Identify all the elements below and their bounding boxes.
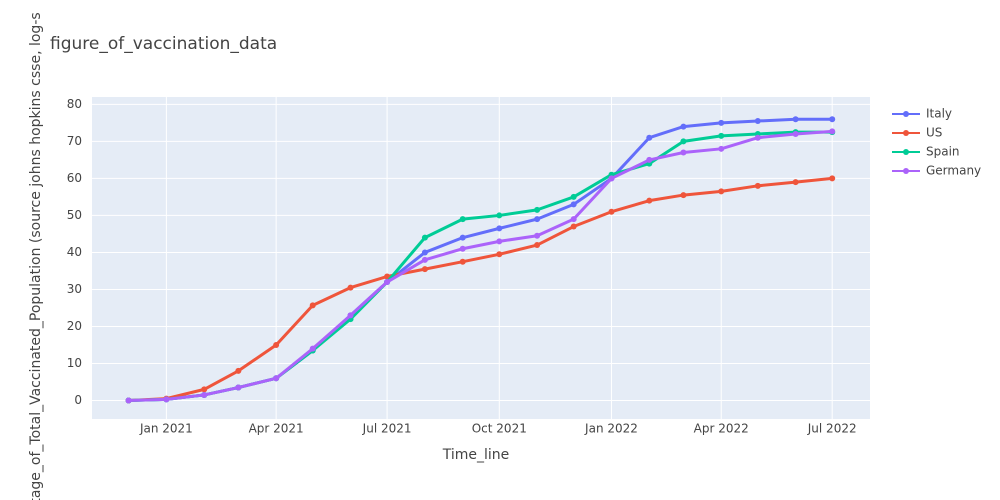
data-point [829,116,836,123]
data-point [163,396,170,403]
data-point [754,182,761,189]
legend-label: US [926,126,942,140]
y-tick-label: 60 [67,171,82,185]
series-line [128,176,833,402]
data-point [534,216,541,223]
legend-label: Spain [926,145,960,159]
data-point [680,149,687,156]
x-axis-label: Time_line [442,447,510,463]
data-point [496,251,503,258]
data-point [309,302,316,309]
data-point [680,138,687,145]
x-tick-label: Oct 2021 [472,422,527,436]
data-point [496,225,503,232]
x-tick-label: Jul 2022 [807,422,857,436]
data-point [459,258,466,265]
data-point [646,156,653,163]
x-tick-label: Apr 2022 [694,422,749,436]
series-line [128,129,833,402]
data-point [754,134,761,141]
data-point [459,234,466,241]
data-point [718,132,725,139]
data-point [792,131,799,138]
legend-swatch [903,149,909,155]
chart-title: figure_of_vaccination_data [50,34,277,54]
data-point [273,375,280,382]
data-point [680,123,687,130]
data-point [680,192,687,199]
data-point [496,238,503,245]
data-point [459,216,466,223]
data-point [608,208,615,215]
y-tick-label: 70 [67,134,82,148]
y-tick-label: 80 [67,97,82,111]
y-tick-label: 10 [67,356,82,370]
data-point [125,397,132,404]
x-tick-label: Jul 2021 [362,422,412,436]
data-point [792,116,799,123]
data-point [347,284,354,291]
data-point [534,206,541,213]
legend-swatch [903,168,909,174]
y-tick-label: 30 [67,282,82,296]
data-point [570,201,577,208]
data-point [384,279,391,286]
data-point [570,193,577,200]
x-tick-label: Apr 2021 [249,422,304,436]
data-point [646,197,653,204]
y-tick-label: 20 [67,319,82,333]
data-point [201,391,208,398]
data-point [608,175,615,182]
data-point [718,188,725,195]
data-point [201,386,208,393]
y-tick-label: 40 [67,245,82,259]
y-axis-label: tage_of_Total_Vaccinated_Population (sou… [28,12,44,500]
x-tick-label: Jan 2021 [139,422,193,436]
data-point [347,312,354,319]
data-point [421,266,428,273]
data-point [421,249,428,256]
x-tick-label: Jan 2022 [584,422,638,436]
data-point [829,175,836,182]
data-point [829,128,836,135]
data-point [309,345,316,352]
data-point [718,119,725,126]
data-point [534,242,541,249]
data-point [534,232,541,239]
legend-swatch [903,130,909,136]
legend-label: Italy [926,107,952,121]
data-point [754,118,761,125]
data-point [459,245,466,252]
data-point [273,341,280,348]
data-point [570,216,577,223]
data-point [496,212,503,219]
legend-label: Germany [926,164,981,178]
data-point [421,256,428,263]
y-tick-label: 0 [74,393,82,407]
data-point [718,145,725,152]
data-point [235,384,242,391]
data-point [646,134,653,141]
data-point [570,223,577,230]
data-point [792,179,799,186]
legend-swatch [903,111,909,117]
data-point [421,234,428,241]
data-point [235,367,242,374]
y-tick-label: 50 [67,208,82,222]
